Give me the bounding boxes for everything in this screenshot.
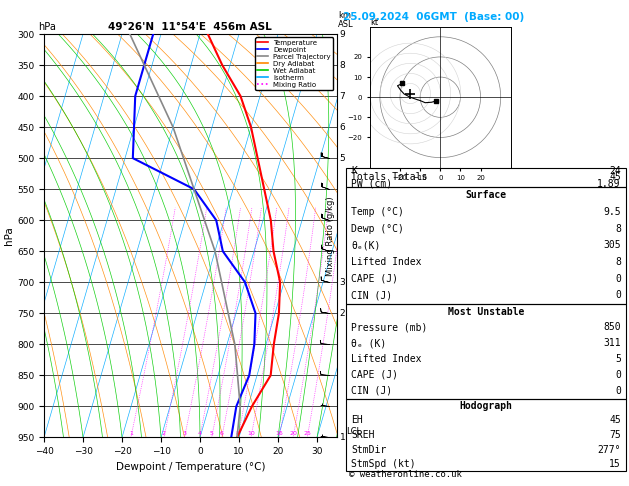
Text: 7: 7 [340, 91, 345, 101]
Text: CAPE (J): CAPE (J) [351, 274, 398, 284]
Text: Dewp (°C): Dewp (°C) [351, 224, 404, 234]
Text: Mixing Ratio (g/kg): Mixing Ratio (g/kg) [326, 196, 335, 276]
Text: K: K [351, 166, 357, 176]
Text: CIN (J): CIN (J) [351, 385, 392, 396]
Text: 15: 15 [609, 459, 621, 469]
Title: 49°26'N  11°54'E  456m ASL: 49°26'N 11°54'E 456m ASL [108, 22, 272, 32]
Text: 20: 20 [289, 431, 297, 436]
Text: 1.89: 1.89 [598, 179, 621, 189]
Text: Hodograph: Hodograph [459, 401, 513, 411]
Text: kt: kt [370, 17, 378, 27]
Text: 5: 5 [209, 431, 214, 436]
Text: 8: 8 [236, 431, 240, 436]
Text: 8: 8 [615, 257, 621, 267]
Text: Lifted Index: Lifted Index [351, 257, 421, 267]
Text: 2: 2 [162, 431, 166, 436]
Text: 25: 25 [303, 431, 311, 436]
Text: 75: 75 [609, 430, 621, 440]
Text: 3: 3 [340, 278, 345, 287]
Text: 0: 0 [615, 370, 621, 380]
Text: 5: 5 [340, 154, 345, 163]
Text: 277°: 277° [598, 445, 621, 454]
Legend: Temperature, Dewpoint, Parcel Trajectory, Dry Adiabat, Wet Adiabat, Isotherm, Mi: Temperature, Dewpoint, Parcel Trajectory… [255, 37, 333, 90]
Text: 311: 311 [603, 338, 621, 348]
X-axis label: Dewpoint / Temperature (°C): Dewpoint / Temperature (°C) [116, 462, 265, 472]
Text: Most Unstable: Most Unstable [448, 307, 524, 317]
Text: 45: 45 [609, 173, 621, 182]
Text: 10: 10 [247, 431, 255, 436]
Text: Lifted Index: Lifted Index [351, 354, 421, 364]
Text: 8: 8 [615, 224, 621, 234]
Text: CIN (J): CIN (J) [351, 291, 392, 300]
Text: SREH: SREH [351, 430, 374, 440]
Text: 0: 0 [615, 385, 621, 396]
Text: © weatheronline.co.uk: © weatheronline.co.uk [349, 469, 462, 479]
Text: 6: 6 [220, 431, 224, 436]
Text: Temp (°C): Temp (°C) [351, 207, 404, 217]
Text: Pressure (mb): Pressure (mb) [351, 322, 427, 332]
Text: 305: 305 [603, 241, 621, 250]
Text: PW (cm): PW (cm) [351, 179, 392, 189]
Text: StmDir: StmDir [351, 445, 386, 454]
Text: StmSpd (kt): StmSpd (kt) [351, 459, 416, 469]
Text: km
ASL: km ASL [338, 11, 353, 29]
Text: EH: EH [351, 416, 363, 425]
Text: 45: 45 [609, 416, 621, 425]
Text: 6: 6 [340, 122, 345, 132]
Text: 850: 850 [603, 322, 621, 332]
Text: 0: 0 [615, 291, 621, 300]
Text: 2: 2 [340, 309, 345, 318]
Text: 0: 0 [615, 274, 621, 284]
Text: CAPE (J): CAPE (J) [351, 370, 398, 380]
Text: 4: 4 [198, 431, 202, 436]
Y-axis label: hPa: hPa [4, 226, 14, 245]
Text: 16: 16 [276, 431, 283, 436]
Text: LCL: LCL [346, 427, 361, 435]
Text: 24: 24 [609, 166, 621, 176]
Text: Surface: Surface [465, 191, 506, 200]
Text: θₑ (K): θₑ (K) [351, 338, 386, 348]
Text: θₑ(K): θₑ(K) [351, 241, 381, 250]
Text: 9: 9 [340, 30, 345, 38]
Text: 9.5: 9.5 [603, 207, 621, 217]
Text: 1: 1 [340, 433, 345, 442]
Text: 5: 5 [615, 354, 621, 364]
Text: 1: 1 [129, 431, 133, 436]
Text: 3: 3 [182, 431, 187, 436]
Text: hPa: hPa [38, 21, 55, 32]
Text: 25.09.2024  06GMT  (Base: 00): 25.09.2024 06GMT (Base: 00) [343, 12, 524, 22]
Text: 8: 8 [340, 61, 345, 69]
Text: Totals Totals: Totals Totals [351, 173, 427, 182]
